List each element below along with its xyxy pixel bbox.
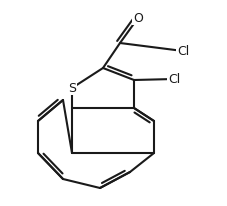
Text: Cl: Cl [167,73,179,85]
Text: Cl: Cl [176,44,188,57]
Text: S: S [68,82,76,95]
Text: O: O [133,12,142,25]
